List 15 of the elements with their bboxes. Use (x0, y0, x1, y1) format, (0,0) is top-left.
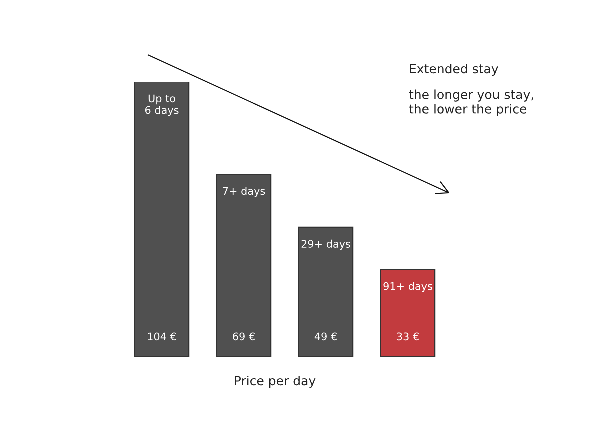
bar (380, 269, 436, 357)
bar (216, 174, 272, 357)
data-label: 49 € (314, 332, 337, 341)
chart-title: Extended stay (410, 64, 498, 76)
data-label: 33 € (397, 332, 419, 341)
x-axis-title: Price per day (235, 376, 316, 388)
text: the longer you stay, the lower the price (409, 90, 534, 116)
data-label: 104 € (148, 332, 176, 341)
x-tick-label: 7+ days (223, 187, 266, 198)
bar (134, 82, 190, 357)
bar (298, 226, 354, 357)
x-tick-label: Up to 6 days (145, 94, 179, 116)
x-tick-label: 91+ days (384, 282, 432, 292)
x-tick-label: 29+ days (302, 240, 350, 250)
data-label: 69 € (233, 332, 255, 341)
